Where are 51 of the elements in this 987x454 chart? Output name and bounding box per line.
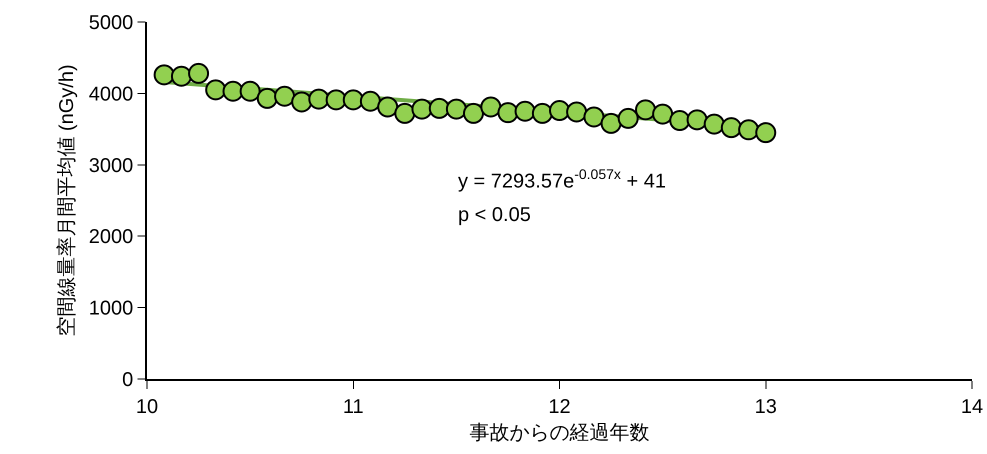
point: [222, 80, 244, 102]
x-tick-label: 14: [960, 396, 984, 418]
point: [188, 62, 210, 84]
x-tick-label: 10: [136, 396, 158, 418]
x-axis-title: 事故からの経過年数: [470, 422, 650, 444]
point: [428, 98, 450, 119]
point: [326, 89, 347, 110]
point: [686, 109, 708, 130]
y-tick-label: 4000: [88, 83, 134, 106]
point: [497, 102, 518, 124]
x-tick-label: 11: [342, 396, 364, 418]
point: [170, 66, 192, 87]
point: [342, 89, 364, 110]
point: [549, 100, 570, 122]
point: [514, 100, 536, 122]
point: [532, 102, 553, 124]
point: [652, 104, 674, 125]
y-axis-title: 空間線量率月間平均値 (nGy/h): [56, 64, 78, 337]
y-tick-label: 0: [122, 369, 134, 391]
y-tick-label: 3000: [88, 154, 134, 177]
point: [566, 101, 588, 122]
point: [377, 96, 398, 118]
point: [600, 112, 622, 134]
y-tick-label: 2000: [88, 226, 134, 248]
point: [480, 96, 502, 118]
point: [256, 88, 278, 109]
point: [704, 114, 725, 135]
point: [205, 79, 226, 100]
point: [738, 119, 760, 140]
point: [635, 99, 656, 120]
point: [308, 88, 330, 110]
point: [583, 106, 604, 128]
point: [463, 102, 484, 124]
y-tick-label: 5000: [88, 12, 134, 34]
point: [446, 98, 467, 120]
point: [755, 122, 776, 144]
x-tick-label: 13: [754, 396, 777, 418]
annotation: y = 7293.57e$^{-0.057x}$ + 41: [458, 166, 666, 192]
point: [274, 86, 296, 107]
point: [240, 80, 261, 102]
point: [360, 90, 381, 112]
point: [720, 117, 742, 138]
point: [291, 91, 312, 112]
y-tick-label: 1000: [88, 298, 134, 320]
point: [618, 108, 639, 129]
point: [394, 102, 416, 124]
point: [411, 98, 432, 120]
point: [669, 110, 690, 132]
point: [154, 64, 175, 86]
annotation: p < 0.05: [458, 204, 531, 226]
x-tick-label: 12: [548, 396, 571, 418]
